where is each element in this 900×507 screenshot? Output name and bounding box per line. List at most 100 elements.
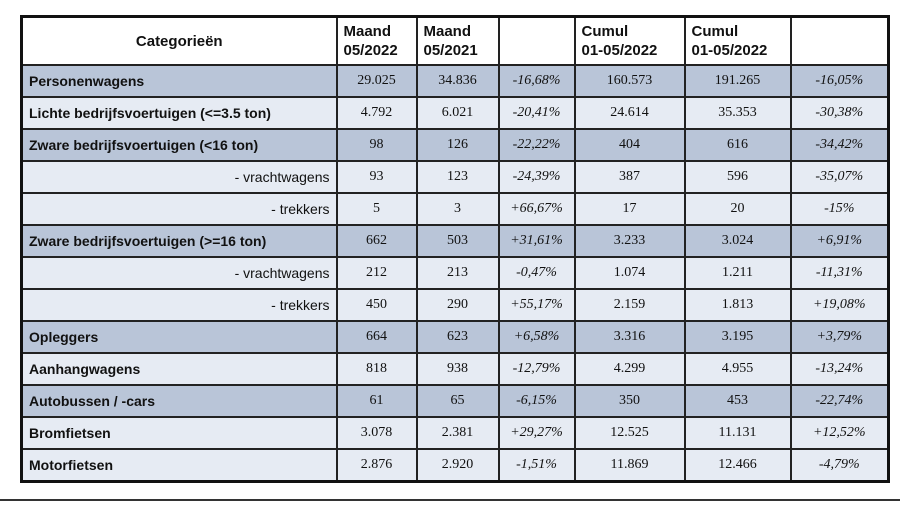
cell-value: 11.131 <box>683 416 792 450</box>
header-line: 05/2022 <box>343 42 398 59</box>
row-label: Bromfietsen <box>20 416 338 450</box>
row-label: Zware bedrijfsvoertuigen (<16 ton) <box>20 128 338 162</box>
cell-value: +31,61% <box>497 224 576 258</box>
table-row: - vrachtwagens 93 123 -24,39% 387 596 -35,07% <box>20 160 890 194</box>
table-row: - trekkers 450 290 +55,17% 2.159 1.813 +19,08% <box>20 288 890 322</box>
cell-value: 98 <box>335 128 418 162</box>
cell-value: 212 <box>335 256 418 290</box>
cell-value: 2.159 <box>573 288 686 322</box>
table-row: Lichte bedrijfsvoertuigen (<=3.5 ton) 4.7… <box>20 96 890 130</box>
cell-value: 3.024 <box>683 224 792 258</box>
cell-value: -34,42% <box>789 128 890 162</box>
cell-value: 453 <box>683 384 792 418</box>
cell-value: 4.955 <box>683 352 792 386</box>
row-label: Zware bedrijfsvoertuigen (>=16 ton) <box>20 224 338 258</box>
cell-value: 290 <box>415 288 500 322</box>
table-row: Zware bedrijfsvoertuigen (>=16 ton) 662 50… <box>20 224 890 258</box>
row-label: - trekkers <box>20 288 338 322</box>
cell-value: -4,79% <box>789 448 890 483</box>
cell-value: +6,58% <box>497 320 576 354</box>
cell-value: -13,24% <box>789 352 890 386</box>
cell-value: -16,68% <box>497 64 576 98</box>
cell-value: 1.813 <box>683 288 792 322</box>
cell-value: 12.466 <box>683 448 792 483</box>
data-table: Categorieën Maand 05/2022 Maand 05/2021 Cumul… <box>20 15 890 483</box>
cell-value: 387 <box>573 160 686 194</box>
header-line: Maand <box>423 23 472 40</box>
row-label: Personenwagens <box>20 64 338 98</box>
cell-value: -16,05% <box>789 64 890 98</box>
row-label: Autobussen / -cars <box>20 384 338 418</box>
cell-value: +12,52% <box>789 416 890 450</box>
cell-value: 35.353 <box>683 96 792 130</box>
header-line: Maand <box>343 23 392 40</box>
cell-value: 1.074 <box>573 256 686 290</box>
cell-value: 160.573 <box>573 64 686 98</box>
cell-value: 503 <box>415 224 500 258</box>
cell-value: 662 <box>335 224 418 258</box>
cell-value: -35,07% <box>789 160 890 194</box>
cell-value: 2.920 <box>415 448 500 483</box>
header-line: Cumul <box>581 23 629 40</box>
cell-value: 6.021 <box>415 96 500 130</box>
cell-value: +19,08% <box>789 288 890 322</box>
cell-value: 126 <box>415 128 500 162</box>
row-label: Aanhangwagens <box>20 352 338 386</box>
cell-value: -22,74% <box>789 384 890 418</box>
header-cell: Maand 05/2022 <box>335 15 418 66</box>
header-cell: Maand 05/2021 <box>415 15 500 66</box>
cell-value: 4.792 <box>335 96 418 130</box>
cell-value: -6,15% <box>497 384 576 418</box>
cell-value: 623 <box>415 320 500 354</box>
cell-value: 450 <box>335 288 418 322</box>
cell-value: 4.299 <box>573 352 686 386</box>
cell-value: 1.211 <box>683 256 792 290</box>
cell-value: 3.195 <box>683 320 792 354</box>
cell-value: +66,67% <box>497 192 576 226</box>
cell-value: -12,79% <box>497 352 576 386</box>
row-label: Lichte bedrijfsvoertuigen (<=3.5 ton) <box>20 96 338 130</box>
header-row: Categorieën Maand 05/2022 Maand 05/2021 Cumul… <box>20 15 890 66</box>
header-cell: Cumul 01-05/2022 <box>573 15 686 66</box>
cell-value: -22,22% <box>497 128 576 162</box>
cell-value: -0,47% <box>497 256 576 290</box>
row-label: Motorfietsen <box>20 448 338 483</box>
table-row: - vrachtwagens 212 213 -0,47% 1.074 1.211 -11,… <box>20 256 890 290</box>
cell-value: -1,51% <box>497 448 576 483</box>
table-row: Zware bedrijfsvoertuigen (<16 ton) 98 126-… <box>20 128 890 162</box>
header-cell: Cumul 01-05/2022 <box>683 15 792 66</box>
cell-value: 65 <box>415 384 500 418</box>
cell-value: +55,17% <box>497 288 576 322</box>
cell-value: 2.876 <box>335 448 418 483</box>
table-row: Personenwagens 29.025 34.836 -16,68% 160.573… <box>20 64 890 98</box>
cell-value: 2.381 <box>415 416 500 450</box>
bottom-rule <box>0 499 900 501</box>
header-line: Cumul <box>691 23 739 40</box>
cell-value: -20,41% <box>497 96 576 130</box>
cell-value: 3.233 <box>573 224 686 258</box>
cell-value: 596 <box>683 160 792 194</box>
cell-value: 20 <box>683 192 792 226</box>
row-label: Opleggers <box>20 320 338 354</box>
cell-value: 34.836 <box>415 64 500 98</box>
table-row: - trekkers 5 3 +66,67% 17 20 -15% <box>20 192 890 226</box>
table-row: Motorfietsen 2.876 2.920 -1,51% 11.869 12.466… <box>20 448 890 483</box>
row-label: - vrachtwagens <box>20 256 338 290</box>
cell-value: 12.525 <box>573 416 686 450</box>
cell-value: +3,79% <box>789 320 890 354</box>
cell-value: 17 <box>573 192 686 226</box>
cell-value: -24,39% <box>497 160 576 194</box>
header-cell <box>497 15 576 66</box>
cell-value: 29.025 <box>335 64 418 98</box>
cell-value: +29,27% <box>497 416 576 450</box>
header-cell: Categorieën <box>20 15 338 66</box>
cell-value: -30,38% <box>789 96 890 130</box>
cell-value: 404 <box>573 128 686 162</box>
header-line: 01-05/2022 <box>581 42 658 59</box>
row-label: - vrachtwagens <box>20 160 338 194</box>
cell-value: 664 <box>335 320 418 354</box>
cell-value: -15% <box>789 192 890 226</box>
cell-value: 5 <box>335 192 418 226</box>
cell-value: 3 <box>415 192 500 226</box>
